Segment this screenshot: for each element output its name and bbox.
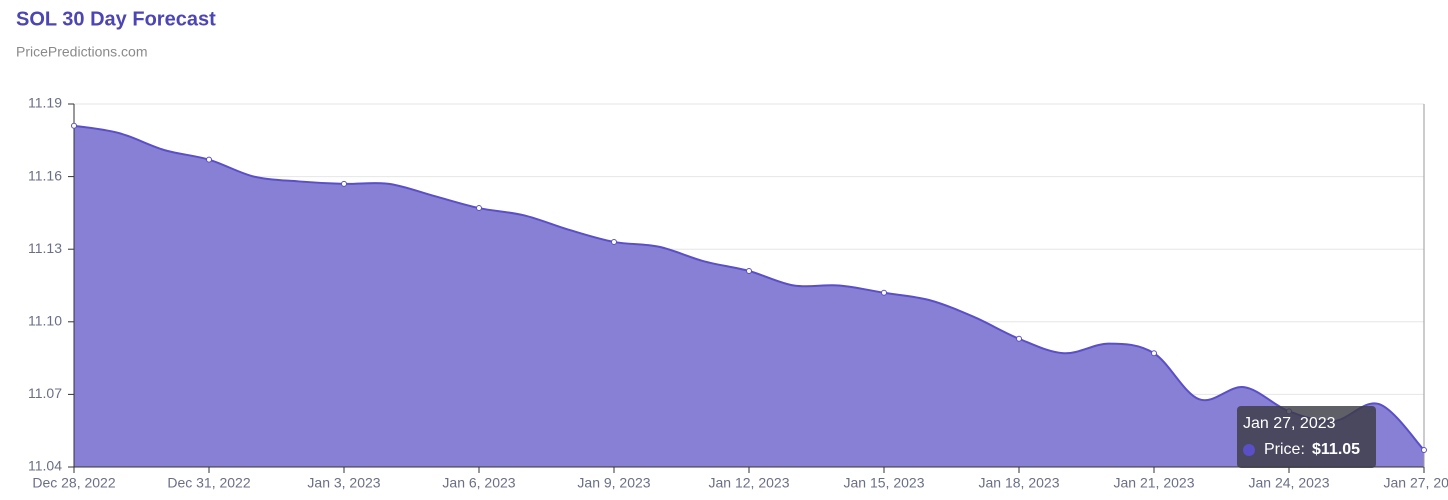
y-tick-label: 11.07	[28, 385, 62, 401]
data-point	[341, 180, 347, 187]
data-point	[746, 267, 752, 274]
data-point	[611, 238, 617, 245]
y-tick-label: 11.13	[28, 240, 62, 256]
tooltip-box	[1237, 406, 1376, 468]
chart-subtitle: PricePredictions.com	[16, 44, 148, 60]
x-tick-label: Jan 12, 2023	[709, 475, 790, 491]
data-point	[1016, 335, 1022, 342]
x-tick-label: Dec 28, 2022	[32, 475, 115, 491]
tooltip: Jan 27, 2023 Price: $11.05	[1237, 406, 1376, 468]
x-tick-label: Jan 9, 2023	[577, 475, 650, 491]
data-point	[206, 156, 212, 163]
y-tick-label: 11.10	[28, 313, 62, 329]
x-tick-label: Jan 24, 2023	[1249, 475, 1330, 491]
chart-title: SOL 30 Day Forecast	[16, 8, 216, 30]
x-tick-label: Jan 6, 2023	[442, 475, 515, 491]
area-fill	[74, 125, 1424, 467]
x-tick-label: Jan 27, 2023	[1384, 475, 1448, 491]
y-tick-label: 11.19	[28, 95, 62, 111]
tooltip-label: Price:	[1264, 441, 1305, 458]
tooltip-value: $11.05	[1312, 441, 1360, 458]
x-tick-label: Dec 31, 2022	[167, 475, 250, 491]
y-tick-label: 11.16	[28, 167, 62, 183]
x-tick-label: Jan 15, 2023	[844, 475, 925, 491]
data-point	[476, 205, 482, 212]
data-point	[1151, 350, 1157, 357]
x-tick-label: Jan 18, 2023	[979, 475, 1060, 491]
tooltip-date: Jan 27, 2023	[1243, 415, 1336, 432]
x-tick-label: Jan 3, 2023	[307, 475, 380, 491]
tooltip-marker	[1243, 444, 1255, 456]
x-tick-label: Jan 21, 2023	[1114, 475, 1195, 491]
data-point	[881, 289, 887, 296]
y-tick-label: 11.04	[28, 458, 62, 474]
data-point	[71, 122, 77, 129]
data-point	[1421, 447, 1427, 454]
